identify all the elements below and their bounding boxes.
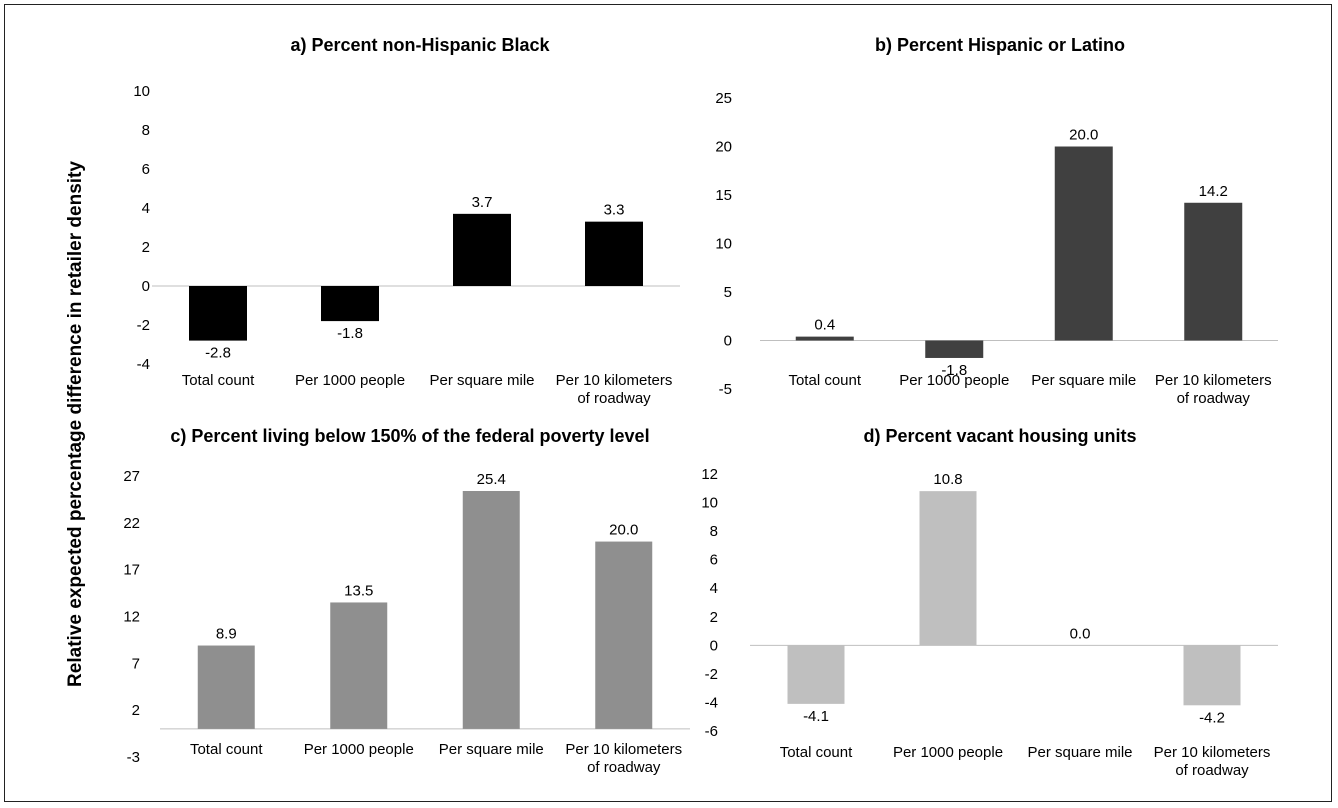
category-label: Per square mile	[1031, 372, 1136, 389]
y-tick-label: -3	[127, 749, 140, 766]
category-label: Per 1000 people	[304, 741, 414, 758]
data-label: -4.1	[803, 708, 829, 725]
y-tick-label: 6	[142, 161, 150, 178]
data-label: 14.2	[1199, 183, 1228, 200]
bar	[462, 490, 520, 729]
category-label: Per 1000 people	[893, 744, 1003, 761]
y-tick-label: 0	[710, 637, 718, 654]
data-label: 10.8	[933, 471, 962, 488]
data-label: 0.4	[814, 317, 835, 334]
category-label: Total count	[788, 372, 861, 389]
y-tick-label: 27	[123, 468, 140, 485]
data-label: 0.0	[1070, 625, 1091, 642]
y-tick-label: 2	[142, 239, 150, 256]
y-tick-label: 12	[123, 609, 140, 626]
panel-c: c) Percent living below 150% of the fede…	[120, 415, 700, 795]
y-tick-label: 17	[123, 562, 140, 579]
data-label: 20.0	[609, 522, 638, 539]
bar	[925, 340, 984, 358]
data-label: 20.0	[1069, 127, 1098, 144]
bar	[1054, 146, 1113, 341]
chart-a-svg: -4 -2 0 2 4 6 8 10 -2.8 Total count -1.8 Per 1000 p…	[133, 83, 680, 407]
bar	[1183, 645, 1241, 706]
y-tick-label: -2	[705, 666, 718, 683]
data-label: 13.5	[344, 582, 373, 599]
panel-title: b) Percent Hispanic or Latino	[874, 35, 1126, 55]
data-label: -1.8	[941, 362, 967, 379]
panel-title: d) Percent vacant housing units	[863, 426, 1137, 446]
category-label: Total count	[780, 744, 853, 761]
panel-d: d) Percent vacant housing units -6 -4 -2 0 2…	[690, 415, 1310, 795]
y-tick-label: 10	[715, 236, 732, 253]
y-tick-label: -5	[719, 381, 732, 398]
y-tick-label: 2	[710, 609, 718, 626]
y-tick-label: -6	[705, 723, 718, 740]
panel-b: b) Percent Hispanic or Latino -5 0 5 10 15 20…	[700, 30, 1300, 410]
bar	[197, 645, 255, 729]
y-axis-label: Relative expected percentage difference …	[65, 161, 86, 687]
y-tick-label: 2	[132, 702, 140, 719]
y-tick-label: 15	[715, 187, 732, 204]
y-tick-label: 5	[724, 284, 732, 301]
y-tick-label: -2	[137, 317, 150, 334]
y-tick-label: 10	[133, 83, 150, 100]
panel-title: a) Percent non-Hispanic Black	[290, 35, 550, 55]
bar	[321, 286, 379, 322]
bar	[330, 602, 388, 729]
y-tick-label: 12	[701, 466, 718, 483]
bar	[595, 541, 653, 729]
y-tick-label: 10	[701, 495, 718, 512]
data-label: -2.8	[205, 345, 231, 362]
category-label: Per square mile	[429, 372, 534, 389]
data-label: 3.3	[604, 202, 625, 219]
category-label: Total count	[182, 372, 255, 389]
category-label: Per 1000 people	[899, 372, 1009, 389]
panel-a: a) Percent non-Hispanic Black -4 -2 0 2 4 6 8 1…	[133, 30, 700, 410]
bar	[453, 213, 511, 286]
data-label: 3.7	[472, 194, 493, 211]
y-tick-label: 20	[715, 139, 732, 156]
data-label: 25.4	[477, 471, 506, 488]
panel-title: c) Percent living below 150% of the fede…	[170, 426, 650, 446]
y-tick-label: -4	[705, 694, 718, 711]
category-label: Per 1000 people	[295, 372, 405, 389]
chart-d-svg: -6 -4 -2 0 2 4 6 8 10 12 -4.1 Total count 10.8 Per 10…	[701, 466, 1278, 779]
y-tick-label: 6	[710, 552, 718, 569]
bar	[795, 336, 854, 341]
category-label: Per 10 kilometers of roadway	[1155, 372, 1272, 407]
y-tick-label: 25	[715, 90, 732, 107]
bar	[1184, 202, 1243, 341]
data-label: -4.2	[1199, 709, 1225, 726]
y-tick-label: 8	[710, 523, 718, 540]
bar	[585, 221, 643, 286]
category-label: Per 10 kilometers of roadway	[556, 372, 673, 407]
bar	[189, 286, 247, 341]
bar	[919, 491, 977, 646]
y-tick-label: 7	[132, 655, 140, 672]
data-label: 8.9	[216, 626, 237, 643]
data-label: -1.8	[337, 325, 363, 342]
category-label: Per square mile	[439, 741, 544, 758]
category-label: Per 10 kilometers of roadway	[1154, 744, 1271, 779]
y-tick-label: -4	[137, 356, 150, 373]
category-label: Per 10 kilometers of roadway	[565, 741, 682, 776]
category-label: Per square mile	[1027, 744, 1132, 761]
y-tick-label: 0	[724, 333, 732, 350]
y-tick-label: 0	[142, 278, 150, 295]
y-tick-label: 4	[710, 580, 718, 597]
bar	[787, 645, 845, 704]
y-tick-label: 4	[142, 200, 150, 217]
y-tick-label: 8	[142, 122, 150, 139]
y-tick-label: 22	[123, 515, 140, 532]
category-label: Total count	[190, 741, 263, 758]
